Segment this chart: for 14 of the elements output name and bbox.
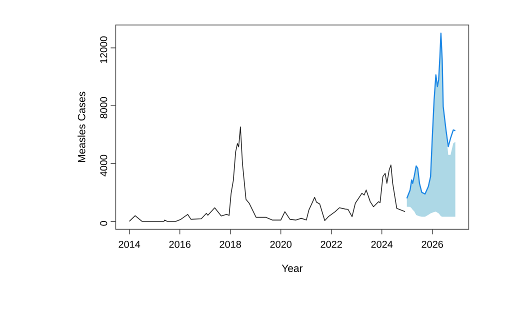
x-tick-label: 2018 xyxy=(220,240,241,248)
y-tick-label: 8000 xyxy=(100,96,108,118)
y-tick-label: 0 xyxy=(100,220,108,226)
y-tick-label: 4000 xyxy=(100,154,108,176)
x-tick-label: 2024 xyxy=(371,240,393,248)
x-tick-label: 2026 xyxy=(422,240,443,248)
x-tick-label: 2016 xyxy=(169,240,190,248)
x-tick-label: 2014 xyxy=(118,240,140,248)
line-series xyxy=(128,126,406,222)
x-tick-label: 2020 xyxy=(270,240,292,248)
x-tick-label: 2022 xyxy=(320,240,342,248)
y-tick-label: 12000 xyxy=(100,36,108,63)
x-axis-title: Year xyxy=(282,264,303,272)
y-axis-title: Measles Cases xyxy=(78,92,86,162)
